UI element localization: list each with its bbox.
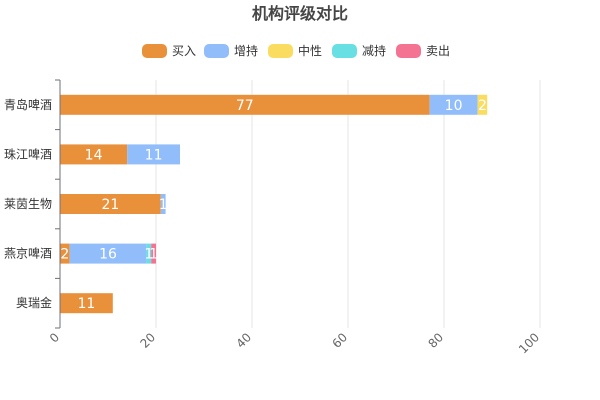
bar-segment bbox=[60, 243, 70, 264]
bar-segment bbox=[60, 144, 128, 165]
data-label: 11 bbox=[145, 147, 163, 163]
x-tick-label: 100 bbox=[516, 330, 542, 356]
legend-label: 中性 bbox=[298, 43, 322, 58]
y-tick-label: 莱茵生物 bbox=[4, 197, 52, 211]
data-label: 1 bbox=[149, 247, 158, 263]
legend: 买入 增持 中性 减持 卖出 bbox=[142, 43, 450, 58]
bar-segment bbox=[60, 194, 161, 214]
bar-segment bbox=[151, 243, 156, 264]
data-label: 1 bbox=[144, 247, 153, 263]
bar-segment bbox=[429, 94, 478, 115]
legend-label: 买入 bbox=[172, 44, 196, 58]
data-label: 2 bbox=[60, 247, 69, 263]
x-axis: 0 20 40 60 80 100 bbox=[47, 330, 542, 356]
chart-title: 机构评级对比 bbox=[252, 4, 348, 23]
data-label: 2 bbox=[478, 98, 487, 114]
bars bbox=[60, 94, 488, 314]
bar-segment bbox=[127, 144, 180, 165]
bar-segment bbox=[69, 243, 147, 264]
legend-swatch bbox=[268, 44, 293, 58]
bar-segment bbox=[477, 94, 488, 115]
legend-item-2: 中性 bbox=[268, 43, 322, 58]
legend-item-3: 减持 bbox=[332, 43, 386, 58]
legend-label: 卖出 bbox=[426, 44, 450, 58]
x-tick-label: 60 bbox=[329, 330, 350, 351]
data-label: 10 bbox=[445, 98, 463, 114]
data-label: 11 bbox=[77, 296, 95, 312]
legend-item-1: 增持 bbox=[204, 43, 258, 58]
legend-swatch bbox=[396, 44, 421, 58]
bar-segment bbox=[60, 94, 430, 115]
x-tick-label: 80 bbox=[425, 330, 446, 351]
data-label: 14 bbox=[85, 147, 103, 163]
bar-segment bbox=[160, 194, 166, 214]
data-label: 16 bbox=[99, 247, 117, 263]
data-label: 77 bbox=[236, 98, 254, 114]
y-tick-label: 珠江啤酒 bbox=[4, 146, 52, 161]
y-tick-label: 燕京啤酒 bbox=[4, 246, 52, 261]
x-tick-label: 0 bbox=[47, 330, 62, 345]
data-label: 21 bbox=[101, 197, 119, 213]
data-label: 1 bbox=[159, 197, 168, 213]
legend-label: 减持 bbox=[362, 43, 386, 58]
bar-segment bbox=[60, 293, 113, 314]
y-tick-label: 青岛啤酒 bbox=[4, 97, 52, 112]
legend-swatch bbox=[142, 44, 167, 58]
x-tick-label: 20 bbox=[137, 330, 158, 351]
bar-segment bbox=[146, 243, 152, 264]
legend-label: 增持 bbox=[234, 43, 258, 58]
legend-item-4: 卖出 bbox=[396, 44, 450, 58]
legend-swatch bbox=[332, 44, 357, 58]
legend-item-0: 买入 bbox=[142, 44, 196, 58]
legend-swatch bbox=[204, 44, 229, 58]
y-tick-label: 奥瑞金 bbox=[16, 295, 52, 310]
x-tick-label: 40 bbox=[233, 330, 254, 351]
grid-lines bbox=[155, 80, 541, 328]
